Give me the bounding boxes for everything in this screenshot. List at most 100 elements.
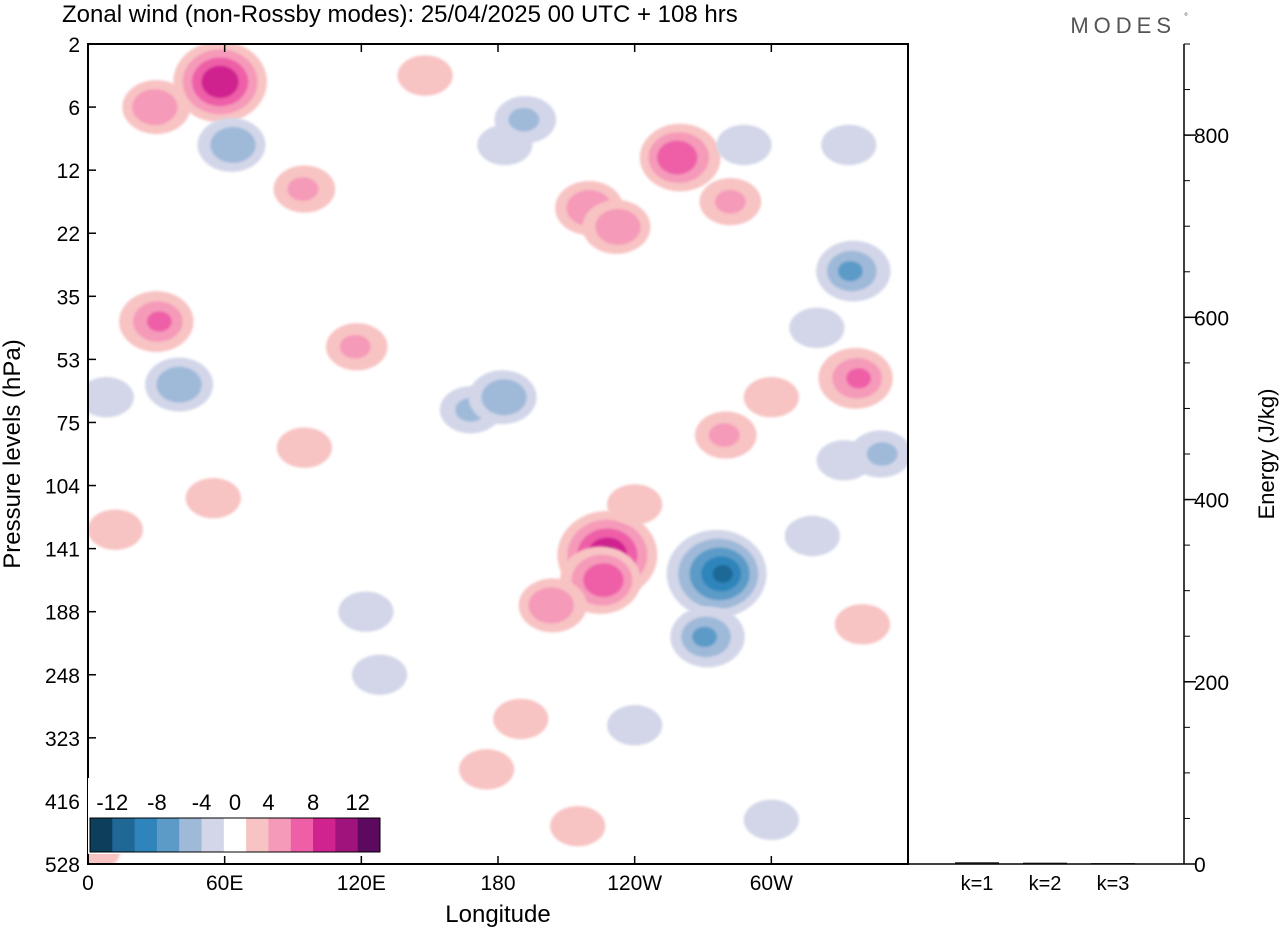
anomaly-contour xyxy=(594,571,616,589)
anomaly-contour xyxy=(837,260,863,282)
wind-anomaly xyxy=(818,347,893,409)
wind-anomaly xyxy=(468,370,537,425)
brand-name: MODES xyxy=(1070,13,1176,38)
anomaly-contour xyxy=(167,375,191,394)
colorbar-frame xyxy=(89,817,381,853)
anomaly-contour xyxy=(608,217,631,236)
colorbar-swatch xyxy=(112,818,136,852)
anomaly-contour xyxy=(508,708,537,730)
y-tick-label: 75 xyxy=(57,412,80,435)
wind-anomaly xyxy=(397,55,453,96)
anomaly-contour xyxy=(620,494,649,515)
wind-anomaly xyxy=(639,123,721,192)
anomaly-contour xyxy=(714,189,746,214)
chart-title: Zonal wind (non-Rossby modes): 25/04/202… xyxy=(62,1,738,28)
y-tick-label: 248 xyxy=(45,665,80,688)
colorbar-tick-label: 8 xyxy=(307,790,319,815)
anomaly-contour xyxy=(665,149,686,166)
colorbar-swatch xyxy=(90,818,113,852)
wind-anomaly xyxy=(276,427,332,468)
x-tick-label: 120E xyxy=(337,872,386,895)
anomaly-contour xyxy=(712,565,733,583)
wind-anomaly xyxy=(699,178,762,226)
colorbar-tick-label: -12 xyxy=(96,790,128,815)
x-tick-label: 120W xyxy=(607,872,662,895)
y-tick-label: 35 xyxy=(57,286,80,309)
colorbar-swatch xyxy=(335,818,359,852)
energy-category-label: k=3 xyxy=(1097,873,1130,895)
wind-anomaly xyxy=(338,591,394,632)
anomaly-contour xyxy=(562,816,591,837)
wind-anomaly xyxy=(459,749,515,790)
y-tick-label: 323 xyxy=(45,728,80,751)
wind-anomaly xyxy=(849,430,908,478)
wind-anomaly xyxy=(173,44,267,123)
heatmap-plot: 0 60E 120E 180 120W 60W 2 6 12 22 35 53 75 104 141 188 2… xyxy=(0,34,909,928)
anomaly-contour xyxy=(411,65,439,86)
y-tick-label: 6 xyxy=(68,97,80,120)
wind-anomaly xyxy=(119,291,194,352)
wind-anomaly xyxy=(716,124,772,166)
colorbar-swatch xyxy=(290,818,314,852)
colorbar-swatch xyxy=(156,818,180,852)
anomaly-contour xyxy=(474,759,502,780)
wind-anomaly xyxy=(351,654,408,695)
heatmap-anomalies xyxy=(88,44,908,864)
wind-anomaly xyxy=(122,80,191,135)
y-tick-label: 22 xyxy=(57,223,80,246)
anomaly-contour xyxy=(834,134,863,156)
x-tick-label: 0 xyxy=(82,872,94,895)
energy-tick-label: 200 xyxy=(1194,672,1229,695)
colorbar-tick-label: -8 xyxy=(147,790,167,815)
wind-anomaly xyxy=(821,124,877,166)
wind-anomaly xyxy=(582,199,651,254)
anomaly-contour xyxy=(339,334,371,359)
wind-anomaly xyxy=(197,117,266,172)
wind-anomaly xyxy=(743,799,799,841)
x-tick-label: 60E xyxy=(206,872,243,895)
anomaly-contour xyxy=(798,525,827,547)
anomaly-contour xyxy=(708,423,740,447)
x-tick-label: 60W xyxy=(750,872,793,895)
energy-category-label: k=2 xyxy=(1029,873,1062,895)
colorbar-legend: -12 -8 -4 0 4 8 12 xyxy=(88,778,382,854)
heatmap-background xyxy=(88,44,908,864)
x-tick-label: 180 xyxy=(480,872,515,895)
wind-anomaly xyxy=(88,509,143,550)
anomaly-contour xyxy=(848,614,877,635)
colorbar-swatch xyxy=(179,818,203,852)
colorbar-swatch xyxy=(357,818,381,852)
y-tick-label: 528 xyxy=(45,854,80,877)
anomaly-contour xyxy=(692,626,717,648)
x-axis-label: Longitude xyxy=(445,901,550,928)
energy-bars: k=1 k=2 k=3 xyxy=(955,862,1135,895)
y-tick-label: 141 xyxy=(45,539,80,562)
anomaly-contour xyxy=(866,442,898,466)
y-tick-label: 2 xyxy=(68,34,80,57)
wind-anomaly xyxy=(518,578,587,633)
energy-axes: 0 200 400 600 800 xyxy=(1184,43,1229,877)
colorbar-swatch xyxy=(223,818,247,852)
heatmap-frame xyxy=(87,43,909,865)
energy-bar xyxy=(955,862,999,864)
wind-anomaly xyxy=(493,698,549,740)
energy-tick-label: 600 xyxy=(1194,307,1229,330)
wind-anomaly xyxy=(494,96,557,144)
anomaly-contour xyxy=(223,135,246,154)
wind-anomaly xyxy=(325,323,388,371)
energy-tick-label: 800 xyxy=(1194,125,1229,148)
energy-axis-label: Energy (J/kg) xyxy=(1254,389,1279,520)
anomaly-contour xyxy=(846,368,872,389)
colorbar-swatch xyxy=(246,818,269,852)
wind-anomaly xyxy=(666,529,767,618)
y-tick-label: 12 xyxy=(57,160,80,183)
wind-anomaly xyxy=(145,357,214,412)
energy-tick-label: 400 xyxy=(1194,490,1229,513)
anomaly-contour xyxy=(353,601,382,622)
colorbar-tick-label: 0 xyxy=(229,790,241,815)
colorbar-swatch xyxy=(313,818,336,852)
wind-anomaly xyxy=(670,606,745,668)
anomaly-contour xyxy=(100,519,128,540)
y-axis-label: Pressure levels (hPa) xyxy=(0,339,26,568)
colorbar-tick-label: -4 xyxy=(192,790,212,815)
